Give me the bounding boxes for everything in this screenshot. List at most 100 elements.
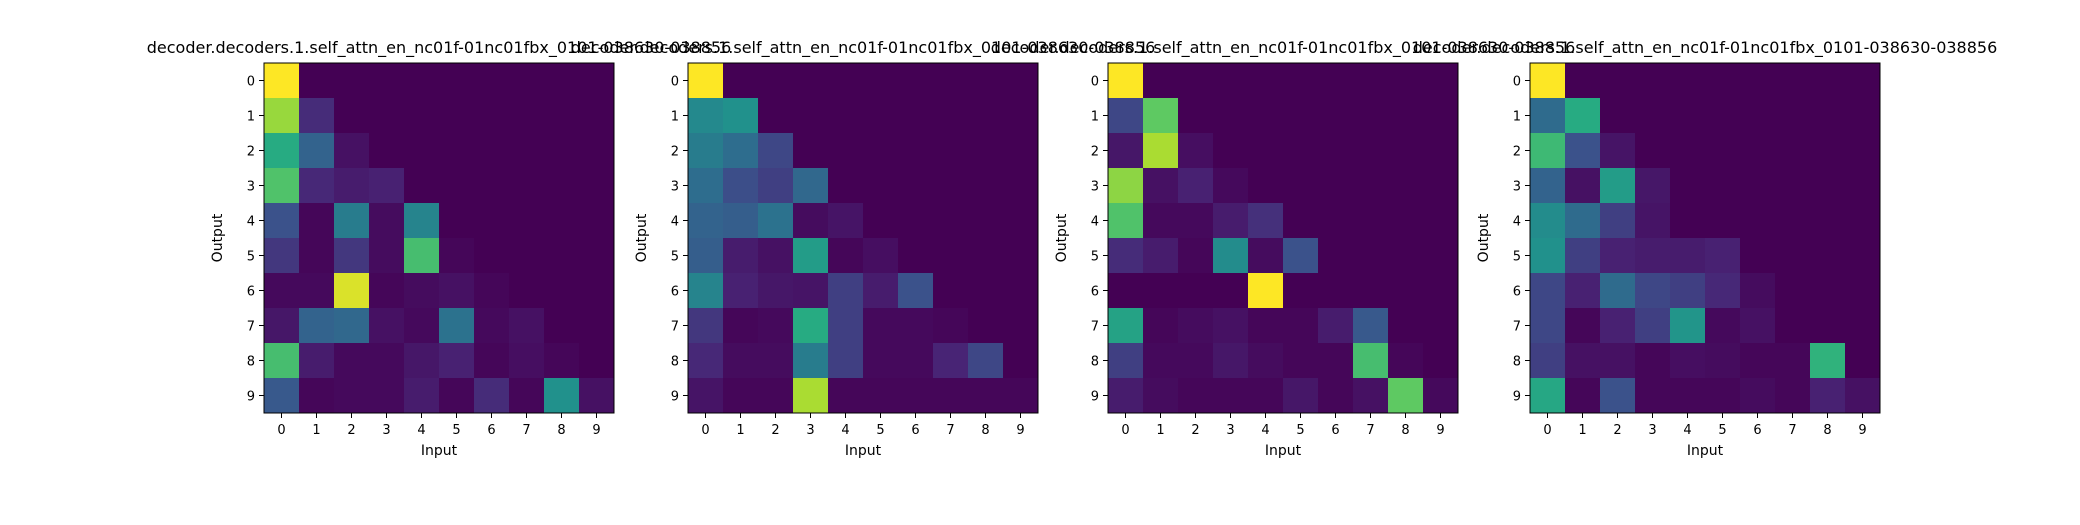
x-tick-label: 9 bbox=[1436, 423, 1444, 438]
heatmap-cell bbox=[474, 238, 510, 274]
x-tick-label: 6 bbox=[911, 423, 919, 438]
heatmap-cell bbox=[1810, 273, 1846, 309]
heatmap-cell bbox=[1108, 308, 1144, 344]
y-tick-label: 6 bbox=[671, 285, 679, 300]
y-tick-label: 9 bbox=[247, 390, 255, 405]
heatmap-cell bbox=[1423, 203, 1459, 239]
heatmap-cell bbox=[1565, 63, 1601, 99]
heatmap-cell bbox=[1600, 133, 1636, 169]
heatmap-cell bbox=[1600, 98, 1636, 134]
x-tick-label: 9 bbox=[1016, 423, 1024, 438]
heatmap-cell bbox=[1810, 203, 1846, 239]
heatmap-cell bbox=[1530, 343, 1566, 379]
heatmap-cell bbox=[1635, 238, 1671, 274]
heatmap-cell bbox=[1565, 308, 1601, 344]
heatmap-cell bbox=[898, 98, 934, 134]
heatmap-cell bbox=[723, 343, 759, 379]
heatmap-cell bbox=[1178, 308, 1214, 344]
heatmap-cell bbox=[369, 308, 405, 344]
heatmap-cell bbox=[1213, 273, 1249, 309]
heatmap-cell bbox=[1600, 308, 1636, 344]
y-tick-label: 8 bbox=[247, 355, 255, 370]
y-tick-label: 4 bbox=[1091, 215, 1099, 230]
heatmap-cell bbox=[1565, 238, 1601, 274]
heatmap-cell bbox=[544, 63, 580, 99]
heatmap-cell bbox=[1845, 98, 1881, 134]
y-tick-label: 2 bbox=[671, 145, 679, 160]
heatmap-cell bbox=[439, 273, 475, 309]
heatmap-cell bbox=[1248, 98, 1284, 134]
x-tick-label: 0 bbox=[701, 423, 709, 438]
heatmap-cell bbox=[509, 63, 545, 99]
heatmap-cell bbox=[334, 273, 370, 309]
heatmap-cell bbox=[299, 238, 335, 274]
y-tick-label: 3 bbox=[671, 180, 679, 195]
heatmap-cell bbox=[1565, 203, 1601, 239]
heatmap-cell bbox=[828, 343, 864, 379]
heatmap-cell bbox=[1003, 168, 1039, 204]
heatmap-cell bbox=[1213, 63, 1249, 99]
heatmap-cell bbox=[1108, 273, 1144, 309]
y-tick-label: 7 bbox=[671, 320, 679, 335]
heatmap-cell bbox=[509, 133, 545, 169]
heatmap-cell bbox=[1108, 343, 1144, 379]
heatmap-cell bbox=[1003, 98, 1039, 134]
y-tick-label: 3 bbox=[247, 180, 255, 195]
heatmap-cell bbox=[968, 343, 1004, 379]
heatmap-cell bbox=[1003, 203, 1039, 239]
heatmap-cell bbox=[933, 98, 969, 134]
heatmap-cell bbox=[1740, 63, 1776, 99]
heatmap-cell bbox=[1388, 63, 1424, 99]
y-tick-label: 6 bbox=[1513, 285, 1521, 300]
x-tick-label: 7 bbox=[946, 423, 954, 438]
heatmap-cell bbox=[1353, 133, 1389, 169]
heatmap-cell bbox=[439, 308, 475, 344]
heatmap-cell bbox=[1705, 63, 1741, 99]
heatmap-cell bbox=[1353, 308, 1389, 344]
heatmap-cell bbox=[793, 63, 829, 99]
heatmap-cell bbox=[1178, 168, 1214, 204]
heatmap-cell bbox=[544, 343, 580, 379]
y-tick-label: 5 bbox=[247, 250, 255, 265]
heatmap-cell bbox=[439, 63, 475, 99]
chart-title: decoder.decoders.1.self_attn_en_nc01f-01… bbox=[1413, 38, 1998, 58]
heatmap-cell bbox=[793, 168, 829, 204]
y-axis-label: Output bbox=[1054, 213, 1070, 262]
heatmap-cell bbox=[404, 378, 440, 414]
heatmap-cell bbox=[1775, 63, 1811, 99]
heatmap-cell bbox=[299, 343, 335, 379]
x-tick-label: 6 bbox=[1331, 423, 1339, 438]
heatmap-cell bbox=[1423, 98, 1459, 134]
heatmap-cell bbox=[1670, 308, 1706, 344]
heatmap-cell bbox=[544, 273, 580, 309]
y-tick-label: 6 bbox=[247, 285, 255, 300]
heatmap-cell bbox=[1600, 273, 1636, 309]
heatmap-cell bbox=[299, 133, 335, 169]
heatmap-cell bbox=[1670, 133, 1706, 169]
heatmap-cell bbox=[1600, 378, 1636, 414]
heatmap-cell bbox=[1530, 308, 1566, 344]
x-tick-label: 1 bbox=[736, 423, 744, 438]
heatmap-cell bbox=[544, 378, 580, 414]
heatmap-cell bbox=[1003, 238, 1039, 274]
heatmap-cell bbox=[1353, 98, 1389, 134]
x-tick-label: 8 bbox=[1401, 423, 1409, 438]
heatmap-cell bbox=[968, 203, 1004, 239]
heatmap-cell bbox=[1248, 308, 1284, 344]
heatmap-cell bbox=[1178, 378, 1214, 414]
plot-frame bbox=[263, 62, 615, 414]
heatmap-cell bbox=[1353, 168, 1389, 204]
heatmap-cell bbox=[758, 133, 794, 169]
heatmap-cell bbox=[933, 343, 969, 379]
heatmap-cell bbox=[509, 203, 545, 239]
heatmap-cell bbox=[1740, 273, 1776, 309]
heatmap-cell bbox=[758, 168, 794, 204]
heatmap-cell bbox=[1318, 343, 1354, 379]
heatmap-cell bbox=[544, 238, 580, 274]
heatmap-cell bbox=[863, 238, 899, 274]
heatmap-cell bbox=[334, 168, 370, 204]
heatmap-cell bbox=[1143, 378, 1179, 414]
heatmap-cell bbox=[898, 63, 934, 99]
heatmap-cell bbox=[439, 238, 475, 274]
heatmap-cell bbox=[793, 308, 829, 344]
